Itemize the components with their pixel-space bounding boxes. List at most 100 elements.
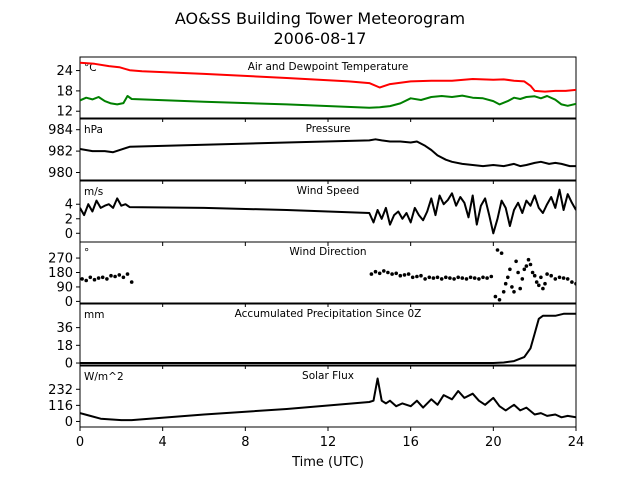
x-tick-label: 24 <box>568 435 585 450</box>
chart-title: AO&SS Building Tower Meteorogram <box>175 9 465 28</box>
y-tick-label: 982 <box>48 145 73 160</box>
data-point <box>493 294 498 299</box>
data-point <box>113 274 117 279</box>
data-point <box>565 277 570 281</box>
panel-title: Air and Dewpoint Temperature <box>248 61 409 73</box>
y-tick-label: 24 <box>56 64 73 79</box>
data-point <box>406 272 411 276</box>
series-line-1 <box>80 94 576 109</box>
data-point <box>373 269 378 274</box>
data-point <box>499 251 504 255</box>
x-tick-label: 12 <box>320 435 337 450</box>
data-point <box>549 273 553 278</box>
data-point <box>427 275 432 280</box>
panel-unit-label: m/s <box>84 186 103 198</box>
data-point <box>88 275 93 280</box>
y-tick-label: 232 <box>48 383 73 398</box>
y-tick-label: 180 <box>48 266 73 281</box>
data-point <box>524 264 529 268</box>
panel-title: Solar Flux <box>302 370 354 382</box>
data-point <box>472 276 477 280</box>
data-point <box>530 270 535 275</box>
data-point <box>96 276 101 280</box>
data-point <box>537 283 541 288</box>
data-point <box>398 273 403 278</box>
data-point <box>528 262 533 267</box>
panel-series-group <box>80 138 576 168</box>
data-point <box>456 275 461 280</box>
panel-unit-label: °C <box>84 62 97 74</box>
data-point <box>80 277 84 281</box>
data-point <box>506 275 510 280</box>
series-line-0 <box>80 61 576 93</box>
x-axis-label: Time (UTC) <box>291 455 364 470</box>
data-point <box>452 277 456 281</box>
panel-series-group <box>80 188 576 235</box>
data-point <box>390 272 394 276</box>
series-line-0 <box>80 377 576 422</box>
panel-series-group <box>80 61 576 109</box>
panel-pressure: 980 982 984 Pressure hPa <box>48 118 577 184</box>
x-tick-label: 16 <box>402 435 419 450</box>
panel-title: Accumulated Precipitation Since 0Z <box>235 308 422 320</box>
data-point <box>522 267 527 272</box>
data-point <box>503 281 508 286</box>
data-point <box>489 274 494 279</box>
data-point <box>477 277 481 281</box>
panel-series-group <box>80 312 576 364</box>
panel-wind_speed: 024 Wind Speed m/s <box>65 180 577 246</box>
y-tick-label: 0 <box>65 415 73 430</box>
data-point <box>570 280 574 284</box>
y-tick-label: 4 <box>65 198 73 213</box>
data-point <box>526 257 531 262</box>
data-point <box>541 286 545 291</box>
data-point <box>518 286 522 291</box>
data-point <box>129 280 134 284</box>
panel-title: Pressure <box>306 123 351 135</box>
x-tick-label: 0 <box>76 435 84 450</box>
y-tick-label: 18 <box>56 84 73 99</box>
y-tick-label: 90 <box>56 280 73 295</box>
data-point <box>460 276 465 280</box>
data-point <box>574 281 576 286</box>
data-point <box>105 277 109 281</box>
y-tick-label: 12 <box>56 105 73 120</box>
data-point <box>516 270 520 275</box>
data-point <box>464 277 469 281</box>
data-point <box>508 267 512 272</box>
y-tick-label: 2 <box>65 212 73 227</box>
data-point <box>394 271 399 276</box>
panel-series-group <box>80 248 576 302</box>
data-point <box>410 275 415 280</box>
y-tick-label: 36 <box>56 321 73 336</box>
panel-series-group <box>80 377 576 422</box>
y-tick-label: 984 <box>48 123 73 138</box>
chart-subtitle: 2006-08-17 <box>274 29 367 48</box>
y-tick-label: 0 <box>65 357 73 372</box>
data-point <box>539 275 543 280</box>
y-tick-label: 0 <box>65 295 73 310</box>
y-tick-label: 0 <box>65 227 73 242</box>
data-point <box>514 259 518 264</box>
data-point <box>419 273 423 278</box>
series-line-0 <box>80 138 576 168</box>
data-point <box>485 276 489 280</box>
data-point <box>84 278 88 283</box>
series-line-0 <box>80 312 576 364</box>
panel-precip: 0 18 36 Accumulated Precipitation Since 0Z m… <box>56 303 577 372</box>
data-point <box>557 275 562 280</box>
data-point <box>121 275 126 280</box>
data-point <box>444 275 448 280</box>
data-point <box>386 270 390 275</box>
data-point <box>543 281 547 286</box>
data-point <box>369 272 374 276</box>
data-point <box>100 275 105 280</box>
data-point <box>125 272 130 276</box>
data-point <box>431 276 436 280</box>
data-point <box>501 290 506 294</box>
data-point <box>423 277 427 281</box>
